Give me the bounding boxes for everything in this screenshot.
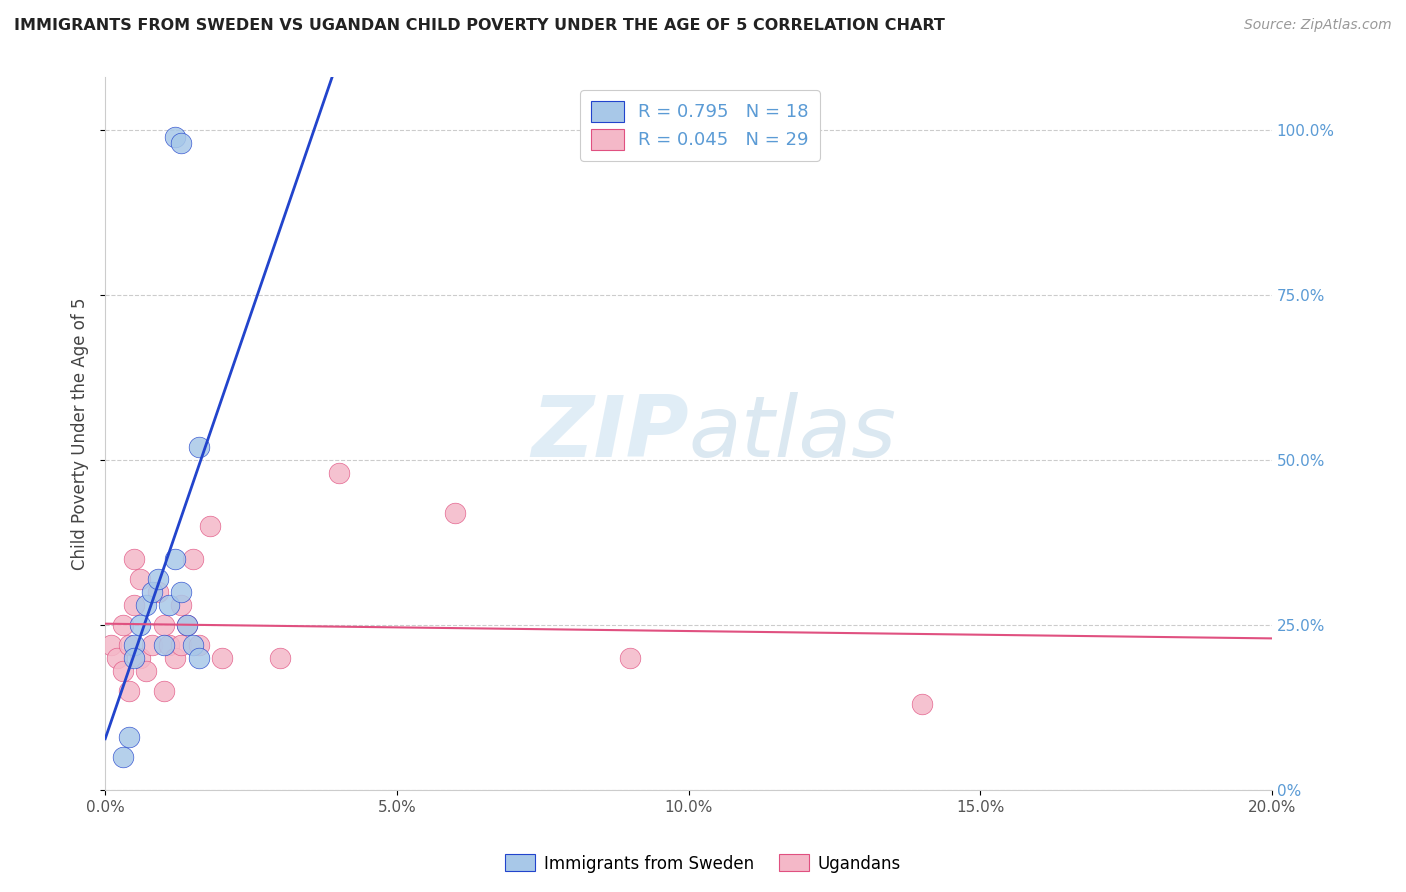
Text: Source: ZipAtlas.com: Source: ZipAtlas.com — [1244, 18, 1392, 32]
Point — [146, 585, 169, 599]
Point — [152, 638, 174, 652]
Point — [117, 730, 139, 744]
Point — [328, 467, 350, 481]
Point — [129, 618, 152, 632]
Point — [176, 618, 198, 632]
Point — [444, 506, 467, 520]
Point — [105, 651, 128, 665]
Point — [157, 598, 180, 612]
Point — [100, 638, 122, 652]
Point — [619, 651, 641, 665]
Point — [211, 651, 233, 665]
Point — [176, 618, 198, 632]
Point — [911, 697, 934, 711]
Legend: R = 0.795   N = 18, R = 0.045   N = 29: R = 0.795 N = 18, R = 0.045 N = 29 — [581, 90, 820, 161]
Point — [129, 651, 152, 665]
Point — [170, 585, 193, 599]
Point — [152, 684, 174, 698]
Point — [165, 129, 187, 144]
Point — [124, 651, 146, 665]
Point — [111, 618, 134, 632]
Point — [269, 651, 291, 665]
Point — [170, 136, 193, 151]
Point — [129, 572, 152, 586]
Point — [165, 651, 187, 665]
Point — [124, 552, 146, 566]
Point — [157, 638, 180, 652]
Point — [141, 638, 163, 652]
Point — [181, 638, 204, 652]
Point — [187, 440, 209, 454]
Point — [111, 749, 134, 764]
Point — [117, 638, 139, 652]
Text: atlas: atlas — [689, 392, 897, 475]
Point — [165, 552, 187, 566]
Point — [117, 684, 139, 698]
Point — [135, 598, 157, 612]
Point — [135, 664, 157, 678]
Point — [187, 651, 209, 665]
Point — [187, 638, 209, 652]
Point — [181, 552, 204, 566]
Legend: Immigrants from Sweden, Ugandans: Immigrants from Sweden, Ugandans — [499, 847, 907, 880]
Point — [111, 664, 134, 678]
Point — [170, 638, 193, 652]
Point — [200, 519, 222, 533]
Text: IMMIGRANTS FROM SWEDEN VS UGANDAN CHILD POVERTY UNDER THE AGE OF 5 CORRELATION C: IMMIGRANTS FROM SWEDEN VS UGANDAN CHILD … — [14, 18, 945, 33]
Point — [124, 598, 146, 612]
Text: ZIP: ZIP — [531, 392, 689, 475]
Point — [152, 618, 174, 632]
Point — [170, 598, 193, 612]
Point — [124, 638, 146, 652]
Point — [141, 585, 163, 599]
Point — [146, 572, 169, 586]
Y-axis label: Child Poverty Under the Age of 5: Child Poverty Under the Age of 5 — [72, 297, 89, 570]
